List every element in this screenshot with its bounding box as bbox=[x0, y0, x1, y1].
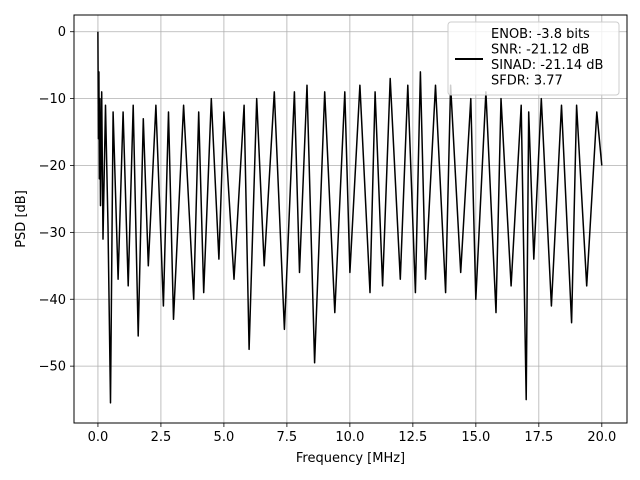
legend-entry-sinad: SINAD: -21.14 dB bbox=[491, 58, 603, 73]
axis-ticks: 0.0 2.5 5.0 7.5 10.0 12.5 15.0 17.5 20.0 0 −10 −20 −… bbox=[39, 25, 617, 445]
x-tick-label: 7.5 bbox=[277, 430, 298, 445]
y-tick-label: 0 bbox=[58, 25, 66, 40]
series-line-0 bbox=[97, 31, 603, 404]
x-tick-label: 17.5 bbox=[524, 430, 553, 445]
x-tick-label: 15.0 bbox=[461, 430, 490, 445]
y-axis-label: PSD [dB] bbox=[14, 190, 29, 248]
y-tick-label: −50 bbox=[39, 360, 66, 375]
x-tick-label: 10.0 bbox=[335, 430, 364, 445]
legend-entry-snr: SNR: -21.12 dB bbox=[491, 43, 589, 58]
x-tick-label: 12.5 bbox=[398, 430, 427, 445]
legend-entry-enob: ENOB: -3.8 bits bbox=[491, 27, 590, 42]
plot-series bbox=[97, 31, 603, 404]
legend: ENOB: -3.8 bits SNR: -21.12 dB SINAD: -2… bbox=[447, 21, 620, 96]
legend-box bbox=[447, 21, 620, 96]
x-tick-label: 2.5 bbox=[151, 430, 172, 445]
y-tick-label: −10 bbox=[39, 92, 66, 107]
y-tick-label: −40 bbox=[39, 293, 66, 308]
legend-entry-sfdr: SFDR: 3.77 bbox=[491, 74, 563, 89]
y-tick-label: −30 bbox=[39, 226, 66, 241]
x-tick-label: 5.0 bbox=[214, 430, 235, 445]
x-axis-label: Frequency [MHz] bbox=[296, 451, 405, 466]
x-tick-label: 0.0 bbox=[88, 430, 109, 445]
x-tick-label: 20.0 bbox=[587, 430, 616, 445]
axes-frame bbox=[73, 14, 628, 424]
y-tick-label: −20 bbox=[39, 159, 66, 174]
